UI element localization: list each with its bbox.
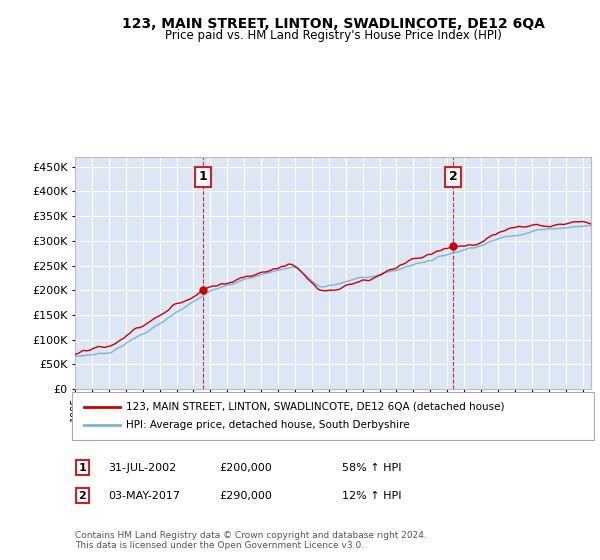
Text: £290,000: £290,000 — [219, 491, 272, 501]
Text: 31-JUL-2002: 31-JUL-2002 — [108, 463, 176, 473]
Text: 58% ↑ HPI: 58% ↑ HPI — [342, 463, 401, 473]
Text: Price paid vs. HM Land Registry's House Price Index (HPI): Price paid vs. HM Land Registry's House … — [164, 29, 502, 42]
Text: 12% ↑ HPI: 12% ↑ HPI — [342, 491, 401, 501]
Text: 2: 2 — [79, 491, 86, 501]
Text: 123, MAIN STREET, LINTON, SWADLINCOTE, DE12 6QA: 123, MAIN STREET, LINTON, SWADLINCOTE, D… — [122, 17, 544, 31]
Text: 03-MAY-2017: 03-MAY-2017 — [108, 491, 180, 501]
Text: £200,000: £200,000 — [219, 463, 272, 473]
Text: 1: 1 — [79, 463, 86, 473]
Text: 123, MAIN STREET, LINTON, SWADLINCOTE, DE12 6QA (detached house): 123, MAIN STREET, LINTON, SWADLINCOTE, D… — [126, 402, 505, 412]
Text: 2: 2 — [449, 170, 457, 183]
Text: Contains HM Land Registry data © Crown copyright and database right 2024.
This d: Contains HM Land Registry data © Crown c… — [75, 530, 427, 550]
Text: HPI: Average price, detached house, South Derbyshire: HPI: Average price, detached house, Sout… — [126, 420, 410, 430]
Text: 1: 1 — [199, 170, 208, 183]
